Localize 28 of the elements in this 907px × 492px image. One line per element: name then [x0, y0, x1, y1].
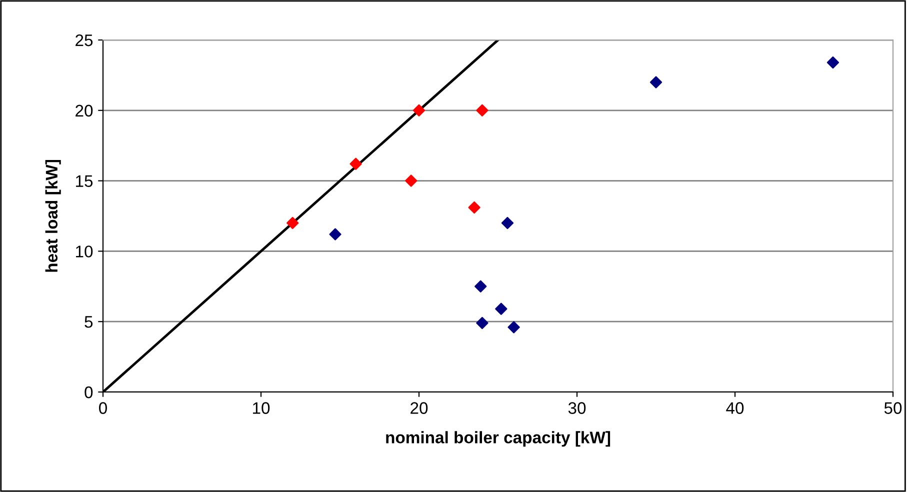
x-tick-label: 40 [726, 402, 744, 414]
point [501, 216, 514, 230]
x-tick-label: 10 [253, 402, 270, 414]
point [350, 158, 362, 170]
y-axis-title: heat load [kW] [45, 160, 61, 272]
y-tick-label: 0 [84, 386, 93, 398]
x-tick-label: 0 [99, 402, 107, 414]
point [468, 201, 480, 214]
point [474, 280, 487, 292]
point [495, 302, 508, 315]
point [286, 216, 299, 230]
y-tick-label: 10 [76, 246, 93, 258]
x-tick-label: 20 [410, 402, 428, 414]
point [826, 56, 840, 69]
y-tick-label: 5 [84, 316, 93, 328]
y-tick-label: 15 [76, 175, 93, 188]
y-tick-label: 25 [76, 34, 93, 46]
y-tick-label: 20 [76, 104, 93, 117]
x-tick-label: 30 [568, 402, 586, 414]
x-tick-label: 50 [884, 402, 902, 414]
point [412, 104, 426, 116]
point [405, 174, 418, 187]
point [476, 104, 488, 116]
point [476, 316, 488, 330]
x-axis-title: nominal boiler capacity [kW] [386, 431, 610, 447]
point [508, 321, 520, 334]
point [329, 228, 342, 240]
point [650, 76, 662, 88]
